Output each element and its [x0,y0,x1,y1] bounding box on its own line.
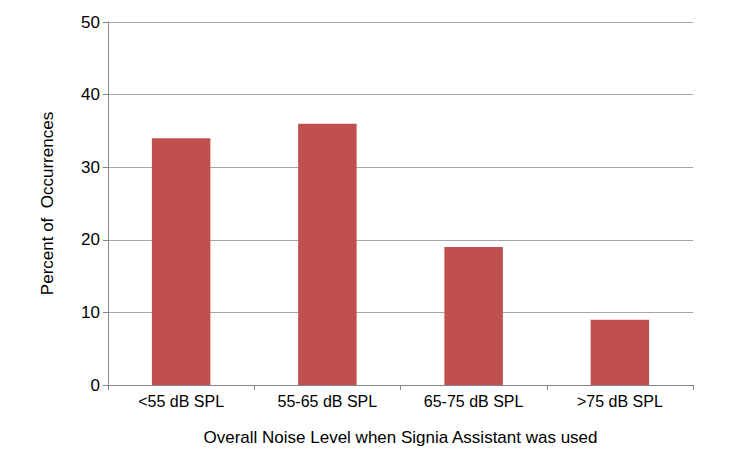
svg-text:65-75 dB SPL: 65-75 dB SPL [424,393,524,410]
svg-text:50: 50 [81,13,100,32]
svg-text:Percent of Occurrences: Percent of Occurrences [38,112,57,295]
svg-text:>75 dB SPL: >75 dB SPL [577,393,663,410]
svg-text:30: 30 [81,158,100,177]
svg-text:0: 0 [91,376,100,395]
svg-text:20: 20 [81,230,100,249]
svg-text:55-65 dB SPL: 55-65 dB SPL [278,393,378,410]
svg-text:Overall Noise Level when Signi: Overall Noise Level when Signia Assistan… [203,428,597,447]
svg-text:10: 10 [81,303,100,322]
svg-text:<55 dB SPL: <55 dB SPL [138,393,224,410]
svg-text:40: 40 [81,85,100,104]
